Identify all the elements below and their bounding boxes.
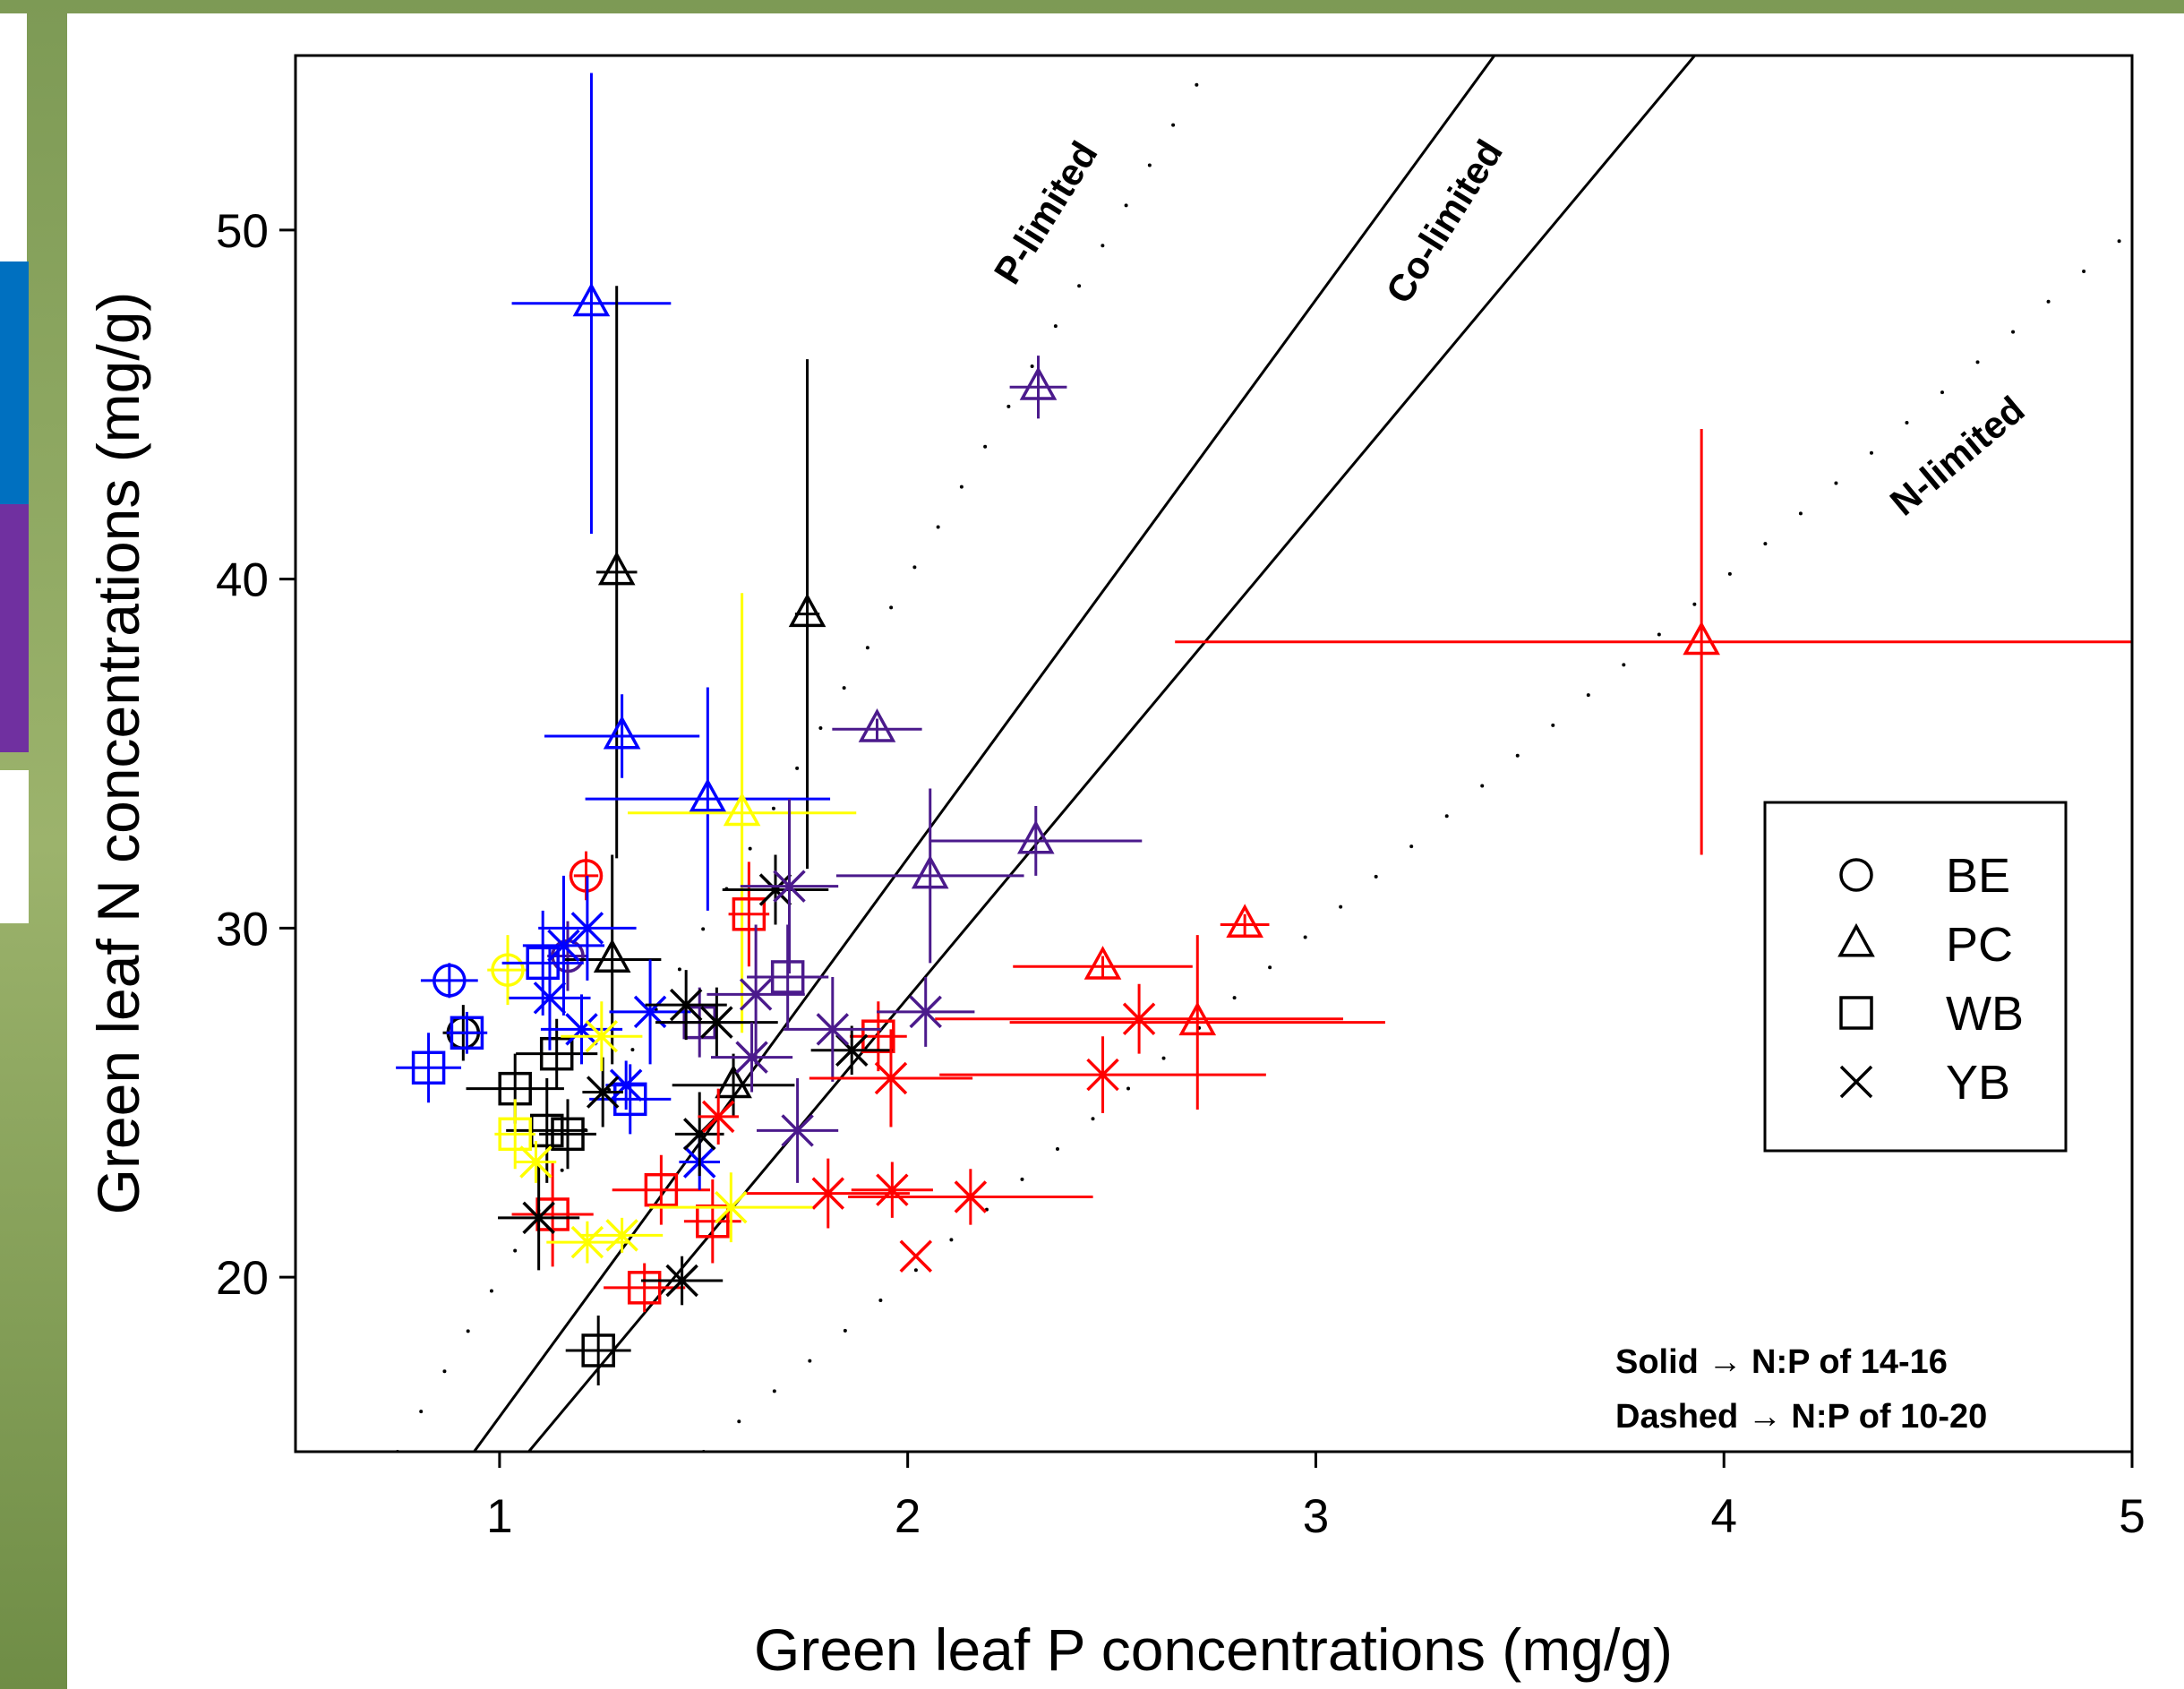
point bbox=[899, 1239, 933, 1273]
x-tick-label: 4 bbox=[1710, 1490, 1736, 1543]
y-tick-label: 30 bbox=[216, 903, 269, 956]
point bbox=[539, 1036, 574, 1071]
point bbox=[586, 1076, 620, 1109]
legend-marker bbox=[1837, 922, 1875, 957]
reference-line bbox=[473, 56, 1496, 1452]
point bbox=[770, 960, 805, 994]
point bbox=[715, 1190, 748, 1224]
y-axis-label: Green leaf N concentrations (mg/g) bbox=[85, 292, 151, 1215]
point bbox=[581, 1333, 615, 1367]
point bbox=[644, 1172, 679, 1207]
plot-frame bbox=[294, 54, 2134, 1453]
point bbox=[603, 715, 641, 750]
x-tick-label: 5 bbox=[2119, 1490, 2145, 1543]
plot-area bbox=[395, 56, 2132, 1452]
point bbox=[1086, 1058, 1119, 1092]
y-tick-label: 20 bbox=[216, 1252, 269, 1305]
point bbox=[551, 1117, 585, 1152]
point bbox=[700, 1006, 733, 1039]
legend-marker bbox=[1839, 858, 1873, 892]
legend-marker bbox=[1839, 1065, 1873, 1099]
point bbox=[788, 593, 826, 628]
side-panel bbox=[0, 770, 29, 923]
point bbox=[570, 912, 604, 945]
side-panel bbox=[0, 13, 27, 261]
legend-marker bbox=[1839, 996, 1873, 1030]
point bbox=[450, 1016, 484, 1050]
x-axis-label: Green leaf P concentrations (mg/g) bbox=[754, 1616, 1673, 1683]
point bbox=[565, 1013, 598, 1046]
point bbox=[533, 982, 567, 1015]
reference-line bbox=[527, 56, 1696, 1452]
point bbox=[585, 1019, 619, 1053]
point bbox=[609, 1068, 643, 1102]
x-tick-label: 2 bbox=[895, 1490, 921, 1543]
side-tab bbox=[0, 504, 29, 752]
point bbox=[1122, 1002, 1156, 1035]
point bbox=[665, 1264, 698, 1298]
point bbox=[773, 870, 806, 903]
point bbox=[781, 1114, 814, 1147]
point bbox=[605, 1219, 638, 1252]
legend-label: PC bbox=[1946, 918, 2013, 972]
point bbox=[909, 995, 942, 1029]
point bbox=[433, 964, 467, 998]
point bbox=[522, 1201, 555, 1235]
side-tab bbox=[0, 261, 29, 504]
point bbox=[526, 946, 560, 981]
point bbox=[715, 1064, 752, 1099]
point bbox=[593, 939, 631, 973]
point bbox=[858, 708, 896, 742]
point bbox=[669, 988, 703, 1022]
point bbox=[876, 1173, 909, 1206]
point bbox=[689, 777, 727, 812]
point bbox=[816, 1013, 850, 1046]
point bbox=[701, 1100, 735, 1134]
point bbox=[723, 792, 761, 827]
point bbox=[1226, 904, 1263, 938]
legend-box bbox=[1763, 801, 2068, 1153]
y-tick-label: 50 bbox=[216, 205, 269, 258]
y-tick-label: 40 bbox=[216, 554, 269, 607]
point bbox=[874, 1061, 908, 1095]
legend-label: YB bbox=[1946, 1056, 2010, 1110]
point bbox=[1683, 621, 1720, 656]
point bbox=[954, 1180, 988, 1213]
annotation: Dashed → N:P of 10-20 bbox=[1615, 1398, 1987, 1436]
point bbox=[735, 1041, 768, 1074]
point bbox=[758, 873, 792, 906]
point bbox=[411, 1050, 446, 1085]
annotation: Solid → N:P of 14-16 bbox=[1615, 1343, 1948, 1381]
point bbox=[498, 1117, 532, 1152]
point bbox=[627, 1271, 662, 1305]
point bbox=[1016, 819, 1055, 854]
x-tick-label: 3 bbox=[1303, 1490, 1329, 1543]
point bbox=[739, 978, 773, 1011]
legend-label: BE bbox=[1946, 849, 2010, 903]
legend-label: WB bbox=[1946, 987, 2024, 1041]
point bbox=[911, 854, 949, 889]
point bbox=[547, 929, 580, 963]
point bbox=[491, 953, 525, 987]
x-tick-label: 1 bbox=[486, 1490, 512, 1543]
point bbox=[1019, 366, 1058, 400]
point bbox=[1083, 946, 1122, 980]
point bbox=[597, 551, 636, 586]
point bbox=[572, 282, 611, 317]
point bbox=[811, 1177, 845, 1210]
point bbox=[519, 1145, 552, 1179]
point bbox=[570, 1225, 604, 1259]
point bbox=[732, 897, 767, 931]
